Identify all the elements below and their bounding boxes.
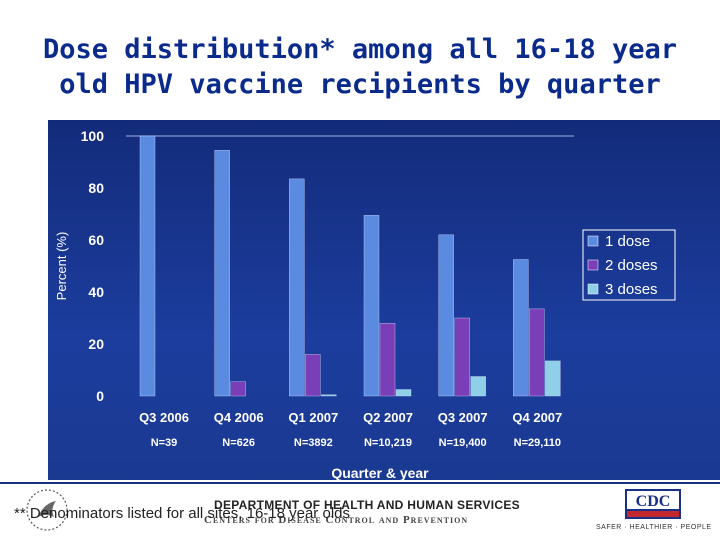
footnote: ** Denominators listed for all sites, 16… [14,505,350,522]
bar-1-dose [289,178,305,397]
y-tick-label: 60 [88,232,104,248]
x-tick-label: Q3 2007 [438,410,488,425]
title-line-2: old HPV vaccine recipients by quarter [59,69,661,100]
bar-3-doses [545,360,561,397]
bar-2-doses [454,317,470,397]
y-tick-label: 100 [81,128,105,144]
bar-3-doses [470,376,486,397]
x-tick-label: Q3 2006 [139,410,189,425]
cdc-tagline: SAFER · HEALTHIER · PEOPLE [596,524,712,531]
bar-chart: 0 20 40 60 80 100 Percent (%) Q3 2006 N=39 Q4 200… [54,128,676,480]
bar-1-dose [513,259,529,397]
title-line-1: Dose distribution* among all 16-18 year [43,34,677,65]
department-name: DEPARTMENT OF HEALTH AND HUMAN SERVICES [214,498,520,512]
legend-label: 1 dose [605,233,650,250]
hhs-seal-icon [26,489,68,531]
legend-swatch [587,235,599,247]
chart-title: Dose distribution* among all 16-18 year … [0,32,720,102]
legend-label: 3 doses [605,281,658,298]
x-tick-label: Q1 2007 [288,410,338,425]
y-tick-label: 20 [88,336,104,352]
bar-1-dose [438,234,454,397]
y-tick-label: 40 [88,284,104,300]
bar-3-doses [395,389,412,397]
x-tick-label: Q4 2006 [214,410,264,425]
category-count-label: N=10,219 [364,437,412,449]
bar-1-dose [214,150,230,397]
x-tick-label: Q4 2007 [512,410,562,425]
bar-1-dose [139,135,156,397]
x-tick-label: Q2 2007 [363,410,413,425]
y-axis-label: Percent (%) [54,232,69,301]
category-count-label: N=3892 [294,437,333,449]
legend-box [582,229,676,301]
y-tick-label: 0 [96,388,104,404]
bar-1-dose [363,215,380,397]
center-name: Centers for Disease Control and Preventi… [204,514,469,526]
bar-2-doses [379,322,396,397]
category-count-label: N=19,400 [439,437,487,449]
footer-bar [0,482,720,542]
legend-swatch [587,283,599,295]
bar-3-doses [321,394,337,397]
y-tick-label: 80 [88,180,104,196]
chart-panel: 0 20 40 60 80 100 Percent (%) Q3 2006 N=39 Q4 200… [48,120,720,480]
cdc-logo-icon: CDC [625,489,681,519]
legend-swatch [587,259,599,271]
category-count-label: N=39 [151,437,178,449]
bar-2-doses [529,308,545,397]
category-count-label: N=626 [222,437,255,449]
bar-2-doses [230,381,246,397]
legend-label: 2 doses [605,257,658,274]
x-axis-label: Quarter & year [331,465,429,480]
cdc-logo-text: CDC [636,493,671,510]
bar-2-doses [305,354,321,397]
category-count-label: N=29,110 [514,437,561,449]
